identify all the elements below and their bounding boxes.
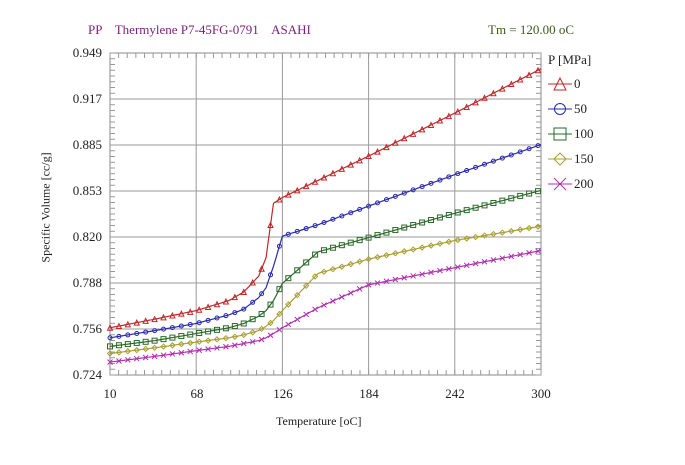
legend-label-150: 150 — [574, 151, 594, 166]
x-axis-title: Temperature [oC] — [276, 414, 362, 428]
series-200-mpa — [107, 248, 542, 365]
legend-label-100: 100 — [574, 126, 594, 141]
series-150-mpa — [106, 223, 542, 357]
legend-symbol-circle — [548, 103, 572, 115]
y-tick-label: 0.885 — [72, 137, 102, 152]
series-50-mpa — [107, 143, 542, 341]
legend-symbol-diamond — [548, 152, 572, 166]
legend-symbols — [548, 76, 572, 191]
x-tick-label: 68 — [190, 386, 204, 401]
legend-symbol-square — [548, 127, 572, 141]
melt-temperature-label: Tm = 120.00 oC — [488, 22, 575, 37]
data-series — [106, 66, 542, 365]
x-tick-label: 184 — [359, 386, 379, 401]
y-tick-label: 0.949 — [72, 45, 102, 60]
y-tick-label: 0.820 — [72, 229, 102, 244]
series-0-mpa — [106, 66, 542, 331]
legend-symbol-triangle — [548, 76, 572, 91]
legend-label-0: 0 — [574, 76, 581, 91]
grid — [110, 53, 541, 375]
y-tick-label: 0.756 — [72, 321, 102, 336]
legend-title: P [MPa] — [548, 52, 592, 67]
y-tick-label: 0.724 — [72, 367, 102, 382]
minor-ticks — [109, 52, 542, 376]
legend-label-50: 50 — [574, 101, 587, 116]
x-tick-label: 10 — [103, 386, 117, 401]
legend-symbol-cross — [548, 177, 572, 191]
y-tick-label: 0.853 — [72, 183, 102, 198]
y-tick-label: 0.788 — [72, 275, 102, 290]
x-tick-label: 242 — [445, 386, 465, 401]
x-tick-label: 300 — [531, 386, 551, 401]
chart-title: PP Thermylene P7-45FG-0791 ASAHI — [88, 22, 311, 37]
legend-label-200: 200 — [574, 176, 594, 191]
series-100-mpa — [107, 188, 542, 350]
y-tick-label: 0.917 — [72, 91, 102, 106]
x-tick-label: 126 — [273, 386, 293, 401]
